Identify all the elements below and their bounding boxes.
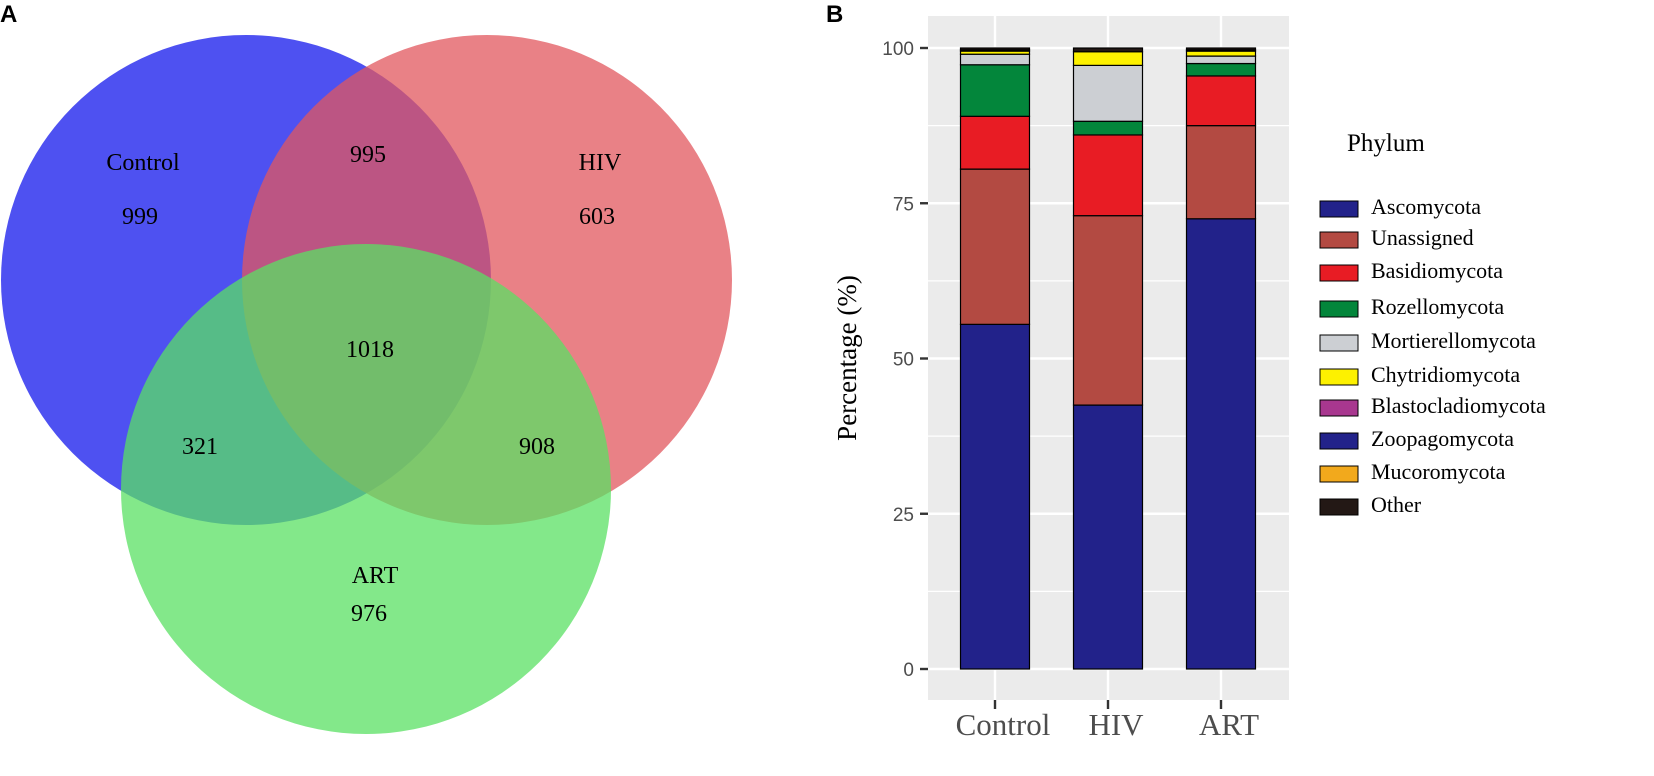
y-tick-label: 100: [882, 39, 914, 60]
legend-label: Basidiomycota: [1371, 258, 1503, 283]
venn-count-hiv-only: 603: [579, 204, 615, 230]
panel-letter-a: A: [0, 1, 17, 28]
bar-segment: [1185, 55, 1257, 65]
venn-label-control: Control: [106, 150, 180, 176]
legend-label: Mortierellomycota: [1371, 328, 1536, 353]
bar-segment: [1185, 47, 1257, 51]
bar-segment: [959, 168, 1031, 325]
legend-title: Phylum: [1347, 130, 1425, 157]
legend: Phylum Ascomycota Unassigned Basidiomycota…: [1319, 130, 1546, 517]
venn-label-art: ART: [352, 563, 399, 589]
bar-segment: [1185, 75, 1257, 127]
venn-diagram: A Control 999 HIV 603 995 1018 321 908 A…: [0, 1, 732, 734]
legend-label: Other: [1371, 492, 1422, 517]
legend-label: Blastocladiomycota: [1371, 393, 1546, 418]
bar-segment: [1072, 215, 1144, 406]
venn-count-all: 1018: [346, 337, 394, 363]
bars: [959, 47, 1257, 670]
legend-key: [1319, 368, 1359, 386]
y-tick-label: 75: [893, 194, 914, 215]
bar-segment: [1072, 64, 1144, 122]
legend-key: [1319, 432, 1359, 450]
venn-count-control-art: 321: [182, 434, 218, 460]
x-tick-label: HIV: [1088, 707, 1144, 742]
legend-key: [1319, 264, 1359, 282]
bar-segment: [959, 115, 1031, 170]
bar-segment: [1072, 120, 1144, 136]
legend-key: [1319, 300, 1359, 318]
bar-segment: [1072, 404, 1144, 670]
venn-circle-art: [121, 244, 611, 734]
y-tick-label: 25: [893, 505, 914, 526]
x-tick-label: Control: [956, 707, 1051, 742]
y-axis: 0 25 50 75 100: [882, 39, 928, 681]
legend-label: Unassigned: [1371, 225, 1474, 250]
legend-key: [1319, 231, 1359, 249]
bar-segment: [1185, 62, 1257, 77]
legend-label: Zoopagomycota: [1371, 426, 1514, 451]
legend-label: Rozellomycota: [1371, 294, 1504, 319]
venn-count-hiv-art: 908: [519, 434, 555, 460]
legend-label: Chytridiomycota: [1371, 362, 1520, 387]
panel-letter-b: B: [826, 1, 843, 28]
y-tick-label: 0: [903, 660, 914, 681]
bar-chart: B 0 25 50 75 100 Control HIV ART Percentage (%…: [826, 1, 1546, 742]
x-axis: Control HIV ART: [956, 700, 1259, 742]
venn-count-control-hiv: 995: [350, 142, 386, 168]
legend-key: [1319, 498, 1359, 516]
y-axis-title: Percentage (%): [832, 275, 862, 441]
legend-key: [1319, 465, 1359, 483]
venn-label-hiv: HIV: [579, 150, 622, 176]
bar-segment: [1185, 125, 1257, 220]
venn-count-control-only: 999: [122, 204, 158, 230]
venn-count-art-only: 976: [351, 601, 387, 627]
legend-label: Ascomycota: [1371, 194, 1481, 219]
bar-segment: [959, 64, 1031, 117]
legend-key: [1319, 334, 1359, 352]
bar-segment: [959, 47, 1031, 51]
x-tick-label: ART: [1199, 707, 1259, 742]
bar-segment: [1072, 51, 1144, 66]
bar-segment: [959, 53, 1031, 66]
legend-label: Mucoromycota: [1371, 459, 1506, 484]
bar-segment: [1072, 134, 1144, 217]
legend-key: [1319, 200, 1359, 218]
y-tick-label: 50: [893, 350, 914, 371]
bar-segment: [1072, 47, 1144, 53]
bar-segment: [1185, 50, 1257, 57]
bar-segment: [959, 323, 1031, 670]
bar-segment: [1185, 218, 1257, 670]
legend-key: [1319, 399, 1359, 417]
